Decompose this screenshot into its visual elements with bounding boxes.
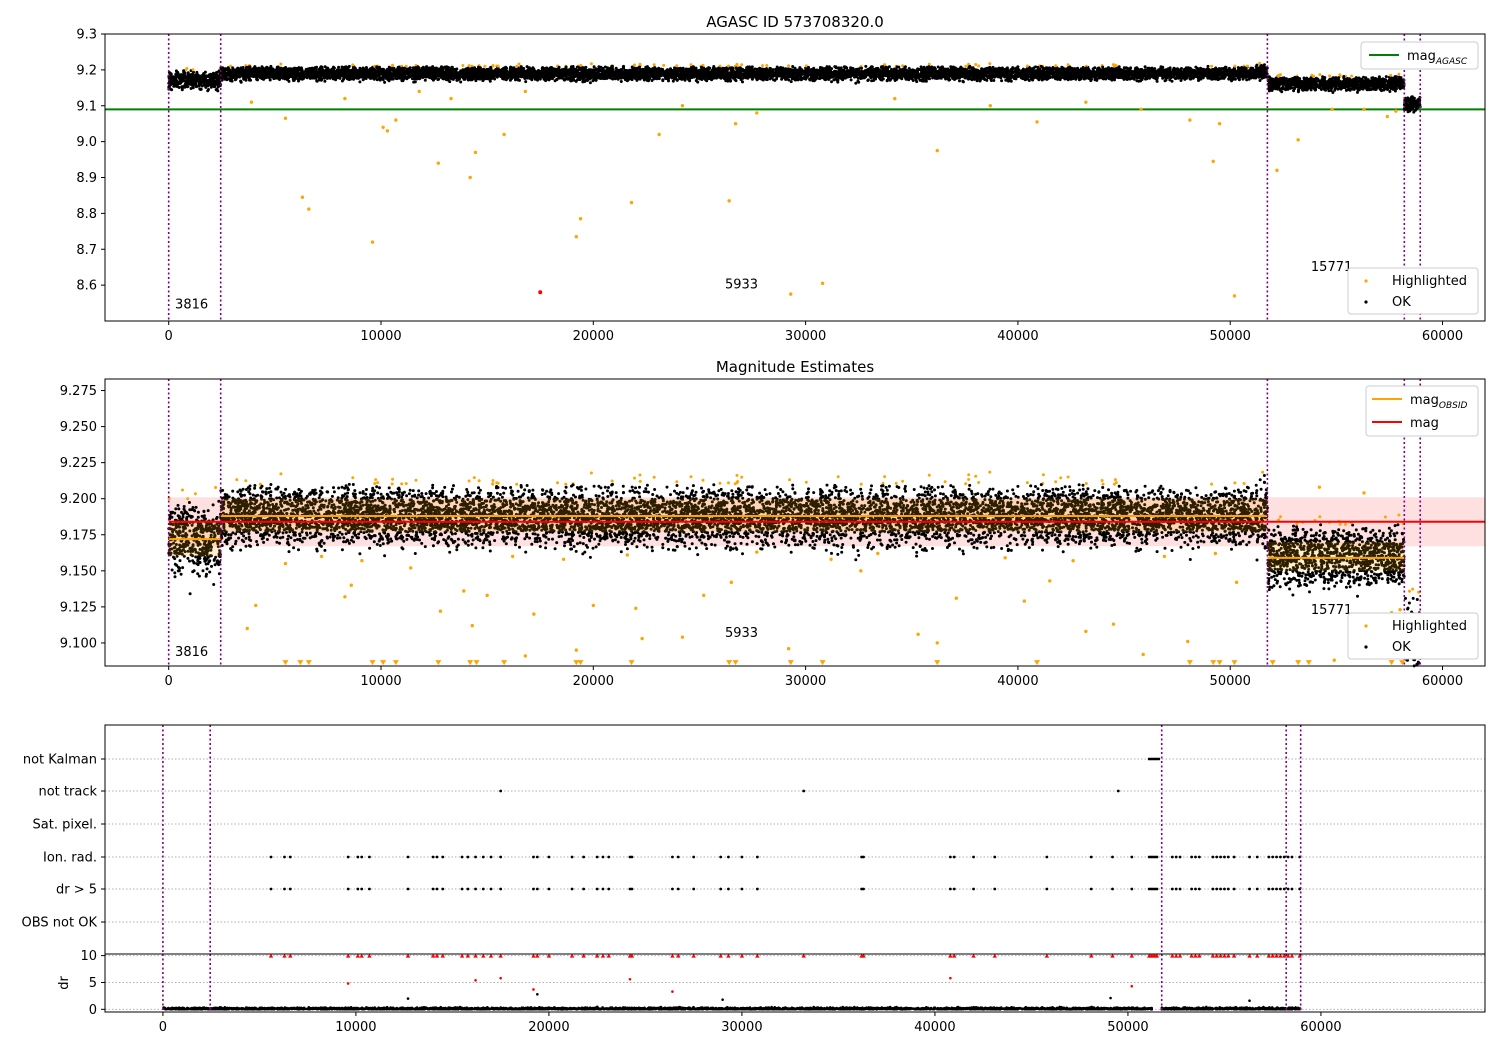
ok-point	[448, 80, 452, 84]
ok-point	[233, 78, 237, 82]
ok-point	[184, 79, 188, 83]
ok-point	[189, 80, 193, 84]
ok-point	[180, 86, 184, 90]
ok-point	[211, 71, 215, 75]
ok-point	[203, 70, 207, 74]
ok-point	[180, 79, 184, 83]
ok-point	[200, 74, 204, 78]
ok-point	[1074, 77, 1078, 81]
ok-point	[292, 67, 295, 71]
highlighted-point	[740, 63, 744, 67]
ok-point	[167, 84, 171, 88]
ok-point	[524, 80, 528, 84]
ok-point	[256, 67, 260, 71]
ok-point	[204, 85, 208, 89]
ok-point	[191, 72, 194, 76]
ok-point	[688, 79, 692, 83]
figure-title: AGASC ID 573708320.0	[706, 13, 884, 31]
ok-point	[205, 79, 209, 83]
highlighted-point	[1025, 64, 1029, 68]
ok-point	[176, 71, 180, 74]
ok-point	[189, 87, 193, 90]
ok-point	[216, 89, 220, 93]
ok-point	[182, 71, 186, 75]
highlighted-point	[765, 64, 769, 67]
ok-point	[175, 85, 179, 89]
ok-point	[592, 65, 596, 69]
ok-point	[1039, 64, 1043, 68]
highlighted-point	[185, 67, 189, 70]
highlighted-point	[279, 62, 283, 66]
highlighted-point	[633, 63, 636, 67]
ok-point	[185, 76, 189, 80]
ok-point	[315, 79, 319, 83]
ok-point	[173, 82, 177, 86]
highlighted-point	[988, 62, 992, 66]
ok-point	[1143, 65, 1147, 69]
ok-point	[197, 84, 201, 88]
highlighted-point	[638, 62, 642, 66]
ok-point	[216, 70, 220, 74]
ok-point	[661, 78, 665, 82]
ok-point	[789, 80, 793, 84]
ok-point	[958, 79, 961, 83]
ok-point	[337, 65, 341, 69]
ok-point	[180, 73, 184, 77]
ok-point	[383, 80, 387, 84]
ok-point	[849, 78, 853, 82]
ok-point	[208, 79, 212, 83]
highlighted-point	[191, 68, 195, 72]
ok-point	[207, 82, 211, 86]
highlighted-point	[964, 64, 968, 68]
ok-point	[459, 80, 463, 84]
ok-point	[171, 76, 175, 80]
ok-point	[206, 89, 210, 93]
ok-point	[210, 77, 214, 81]
ok-point	[1016, 65, 1020, 69]
agasc-plot-area: 381659331577149235	[105, 34, 1485, 321]
ok-point	[212, 83, 216, 87]
ok-point	[798, 66, 802, 70]
ok-point	[199, 78, 203, 82]
highlighted-point	[1066, 63, 1070, 67]
ok-point	[210, 82, 214, 85]
ok-point	[192, 78, 196, 81]
ok-point	[835, 78, 839, 82]
ok-point	[584, 65, 588, 69]
ok-point	[188, 74, 192, 78]
highlighted-point	[483, 64, 487, 68]
ok-point	[213, 73, 217, 77]
ok-point	[195, 70, 199, 74]
ok-point	[184, 85, 188, 88]
ok-point	[194, 82, 198, 86]
highlighted-point	[662, 63, 666, 67]
ok-point	[197, 74, 200, 78]
highlighted-point	[589, 62, 593, 66]
ok-point	[192, 82, 196, 86]
ok-point	[216, 77, 219, 81]
ok-point	[194, 73, 198, 77]
ok-point	[195, 78, 199, 82]
ok-point	[205, 83, 208, 87]
ok-point	[583, 80, 587, 83]
ok-point	[173, 84, 177, 88]
highlighted-point	[461, 64, 465, 67]
ok-point	[358, 80, 362, 84]
highlighted-point	[1233, 64, 1237, 68]
ok-point	[199, 87, 203, 91]
highlighted-point	[517, 62, 521, 66]
highlighted-point	[974, 63, 978, 66]
ok-point	[903, 65, 907, 69]
ok-point	[177, 81, 181, 85]
ok-point	[1179, 79, 1183, 82]
ok-point	[215, 80, 219, 84]
ok-point	[200, 84, 204, 88]
ok-point	[170, 88, 174, 92]
ok-point	[1000, 79, 1004, 83]
ok-point	[340, 79, 344, 83]
ok-point	[186, 71, 190, 75]
ok-point	[194, 85, 198, 89]
ok-point	[204, 75, 208, 79]
